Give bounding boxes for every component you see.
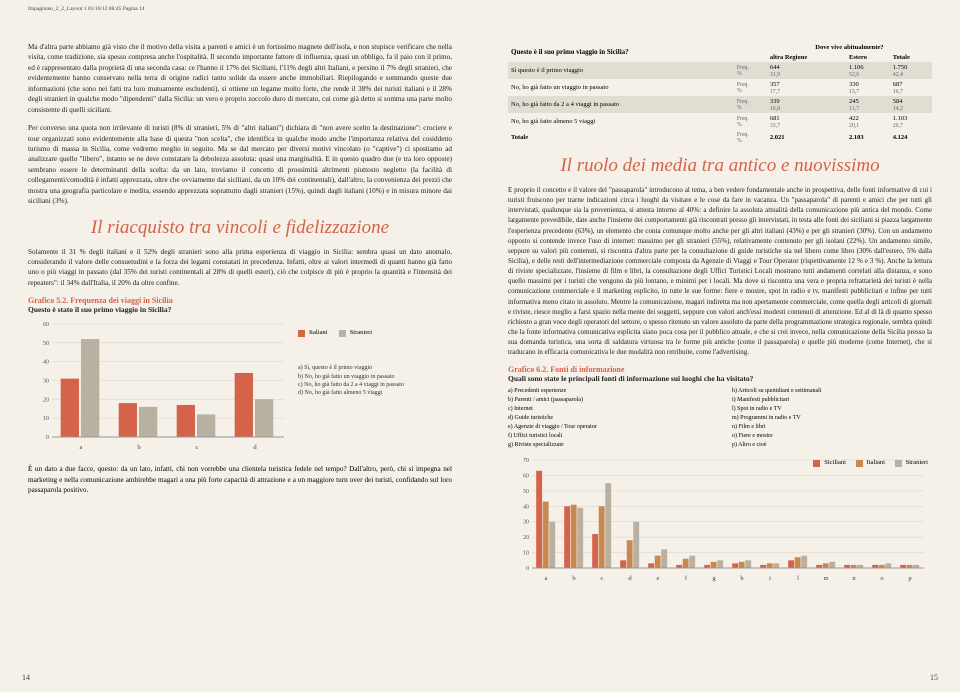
- svg-text:30: 30: [43, 379, 49, 385]
- svg-text:b: b: [137, 444, 140, 451]
- page-num-right: 15: [930, 673, 938, 682]
- chart62: 0 10 20 30 40 50 60 70 a b c d e f g h i l m n o p Siciliani …: [508, 454, 932, 609]
- cap-c: c) No, ho già fatto da 2 a 4 viaggi in p…: [298, 381, 448, 389]
- svg-text:m: m: [823, 575, 828, 582]
- cap: o) Fiere e mostre: [732, 432, 932, 441]
- svg-text:40: 40: [523, 505, 529, 511]
- chart52-subtitle: Questo è stato il suo primo viaggio in S…: [28, 305, 452, 314]
- svg-text:20: 20: [523, 536, 529, 542]
- cap: l) Spot in radio e TV: [732, 405, 932, 414]
- svg-text:l: l: [797, 575, 799, 582]
- svg-text:p: p: [908, 575, 911, 582]
- cap: f) Uffici turistici locali: [508, 432, 708, 441]
- svg-text:o: o: [880, 575, 883, 582]
- svg-text:20: 20: [43, 398, 49, 404]
- tbl-q-right: Dove vive abitualmente?: [767, 42, 932, 52]
- svg-text:g: g: [712, 575, 716, 582]
- svg-text:0: 0: [526, 566, 529, 572]
- svg-text:a: a: [545, 575, 548, 582]
- svg-text:60: 60: [43, 322, 49, 328]
- svg-text:c: c: [601, 575, 604, 582]
- svg-text:60: 60: [523, 474, 529, 480]
- cap: h) Articoli su quotidiani e settimanali: [732, 387, 932, 396]
- chart52-legend: Italiani Stranieri: [298, 328, 372, 339]
- lg-sic: Siciliani: [824, 458, 846, 468]
- table-row: Sì questo è il primo viaggioFreq.%64431,…: [508, 62, 932, 79]
- para1: Ma d'altra parte abbiamo già visto che i…: [28, 42, 452, 115]
- cap: c) Internet: [508, 405, 708, 414]
- cap-d: d) No, ho già fatto almeno 5 viaggi: [298, 389, 448, 397]
- para4: È un dato a due facce, questo: da un lat…: [28, 464, 452, 495]
- svg-text:10: 10: [523, 551, 529, 557]
- svg-text:f: f: [685, 575, 688, 582]
- svg-text:n: n: [852, 575, 856, 582]
- cap: i) Manifesti pubblicitari: [732, 396, 932, 405]
- svg-text:50: 50: [523, 489, 529, 495]
- cap-b: b) No, ho già fatto un viaggio in passat…: [298, 373, 448, 381]
- cap: p) Altro e cioè: [732, 441, 932, 450]
- svg-text:30: 30: [523, 520, 529, 526]
- page-num-left: 14: [22, 673, 30, 682]
- svg-text:40: 40: [43, 360, 49, 366]
- page-left: Impaginato_2_2_Layout 1 01/10/12 08:45 P…: [0, 0, 480, 692]
- table-row: No, ho già fatto un viaggio in passatoFr…: [508, 79, 932, 96]
- chart62-subtitle: Quali sono state le principali fonti di …: [508, 374, 932, 383]
- svg-text:h: h: [740, 575, 744, 582]
- legend-italiani: Italiani: [309, 328, 327, 338]
- lg-str: Stranieri: [906, 458, 928, 468]
- cap-a: a) Sì, questo è il primo viaggio: [298, 364, 448, 372]
- cap: n) Film e libri: [732, 423, 932, 432]
- chart52: 0 10 20 30 40 50 60 a b c d Italiani Stranieri a) …: [28, 318, 452, 458]
- chart62-title: Grafico 6.2. Fonti di informazione: [508, 365, 932, 374]
- chart62-svg: 0 10 20 30 40 50 60 70 a b c d e f g h i l m n o p: [508, 454, 928, 584]
- svg-text:a: a: [80, 444, 83, 451]
- section-title-1: Il riacquisto tra vincoli e fidelizzazio…: [28, 217, 452, 239]
- table-row: TotaleFreq.%2.0212.1034.124: [508, 130, 932, 145]
- cap: a) Precedenti esperienze: [508, 387, 708, 396]
- col-totale: Totale: [890, 52, 932, 62]
- section-title-2: Il ruolo dei media tra antico e nuovissi…: [508, 155, 932, 177]
- col-estero: Estero: [846, 52, 890, 62]
- chart52-svg: 0 10 20 30 40 50 60 a b c d: [28, 318, 288, 453]
- svg-text:50: 50: [43, 341, 49, 347]
- cap: g) Riviste specializzate: [508, 441, 708, 450]
- cap: b) Parenti / amici (passaparola): [508, 396, 708, 405]
- para3: Solamente il 31 % degli italiani e il 52…: [28, 247, 452, 289]
- para2: Per converso una quota non irrilevante d…: [28, 123, 452, 207]
- svg-text:e: e: [657, 575, 660, 582]
- chart52-title: Grafico 5.2. Frequenza dei viaggi in Sic…: [28, 296, 452, 305]
- header-strip: Impaginato_2_2_Layout 1 01/10/12 08:45 P…: [28, 6, 145, 12]
- freq-table: Questo è il suo primo viaggio in Sicilia…: [508, 42, 932, 145]
- chart52-captions: a) Sì, questo è il primo viaggio b) No, …: [298, 364, 448, 398]
- cap: e) Agenzie di viaggio / Tour operator: [508, 423, 708, 432]
- table-row: No, ho già fatto almeno 5 viaggiFreq.%68…: [508, 113, 932, 130]
- chart62-legend: Siciliani Italiani Stranieri: [813, 458, 928, 469]
- svg-text:b: b: [572, 575, 575, 582]
- svg-text:c: c: [196, 444, 199, 451]
- svg-text:d: d: [253, 444, 257, 451]
- cap: m) Programmi in radio e TV: [732, 414, 932, 423]
- legend-stranieri: Stranieri: [350, 328, 372, 338]
- col-regione: altra Regione: [767, 52, 846, 62]
- svg-text:70: 70: [523, 458, 529, 464]
- svg-text:0: 0: [46, 435, 49, 441]
- lg-ita: Italiani: [867, 458, 885, 468]
- table-row: No, ho già fatto da 2 a 4 viaggi in pass…: [508, 96, 932, 113]
- tbl-q-left: Questo è il suo primo viaggio in Sicilia…: [508, 42, 734, 62]
- svg-text:i: i: [769, 575, 771, 582]
- svg-text:d: d: [628, 575, 632, 582]
- svg-text:10: 10: [43, 416, 49, 422]
- page-right: Questo è il suo primo viaggio in Sicilia…: [480, 0, 960, 692]
- chart62-captions: a) Precedenti esperienzeb) Parenti / ami…: [508, 387, 932, 450]
- cap: d) Guide turistiche: [508, 414, 708, 423]
- para5: E proprio il concetto e il valore del "p…: [508, 185, 932, 357]
